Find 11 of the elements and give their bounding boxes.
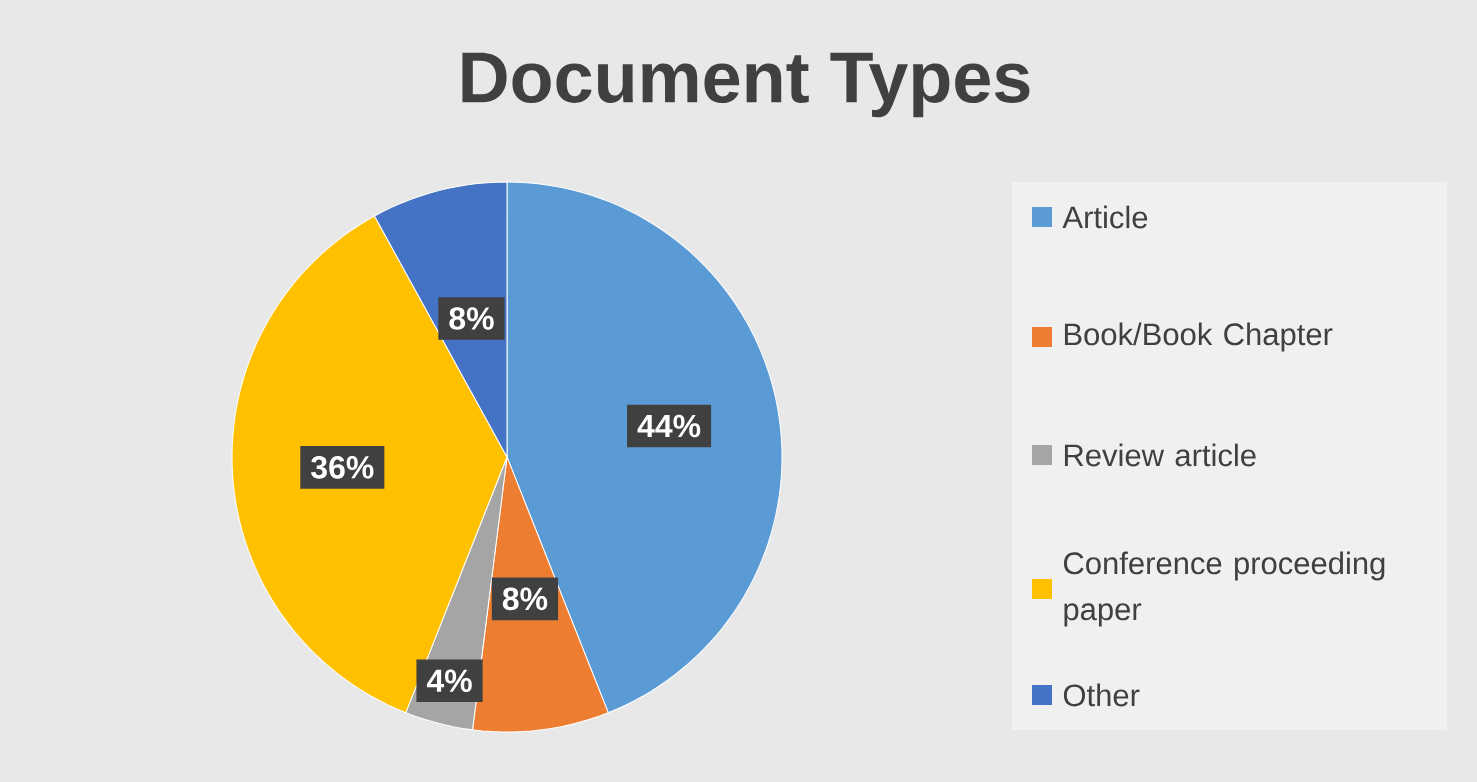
data-label: 8%	[449, 307, 494, 330]
data-label: 4%	[426, 669, 472, 692]
legend-label: Conference proceeding paper	[1063, 551, 1385, 627]
legend-label: Article	[1062, 205, 1148, 229]
legend-label: Book/Book Chapter	[1064, 322, 1333, 352]
legend-label: Other	[1063, 683, 1140, 707]
legend-label: Review article	[1064, 443, 1256, 467]
data-label: 44%	[637, 414, 701, 438]
data-label: 36%	[311, 456, 374, 479]
chart-title: Document Types	[462, 52, 1030, 118]
data-label: 8%	[502, 587, 548, 611]
